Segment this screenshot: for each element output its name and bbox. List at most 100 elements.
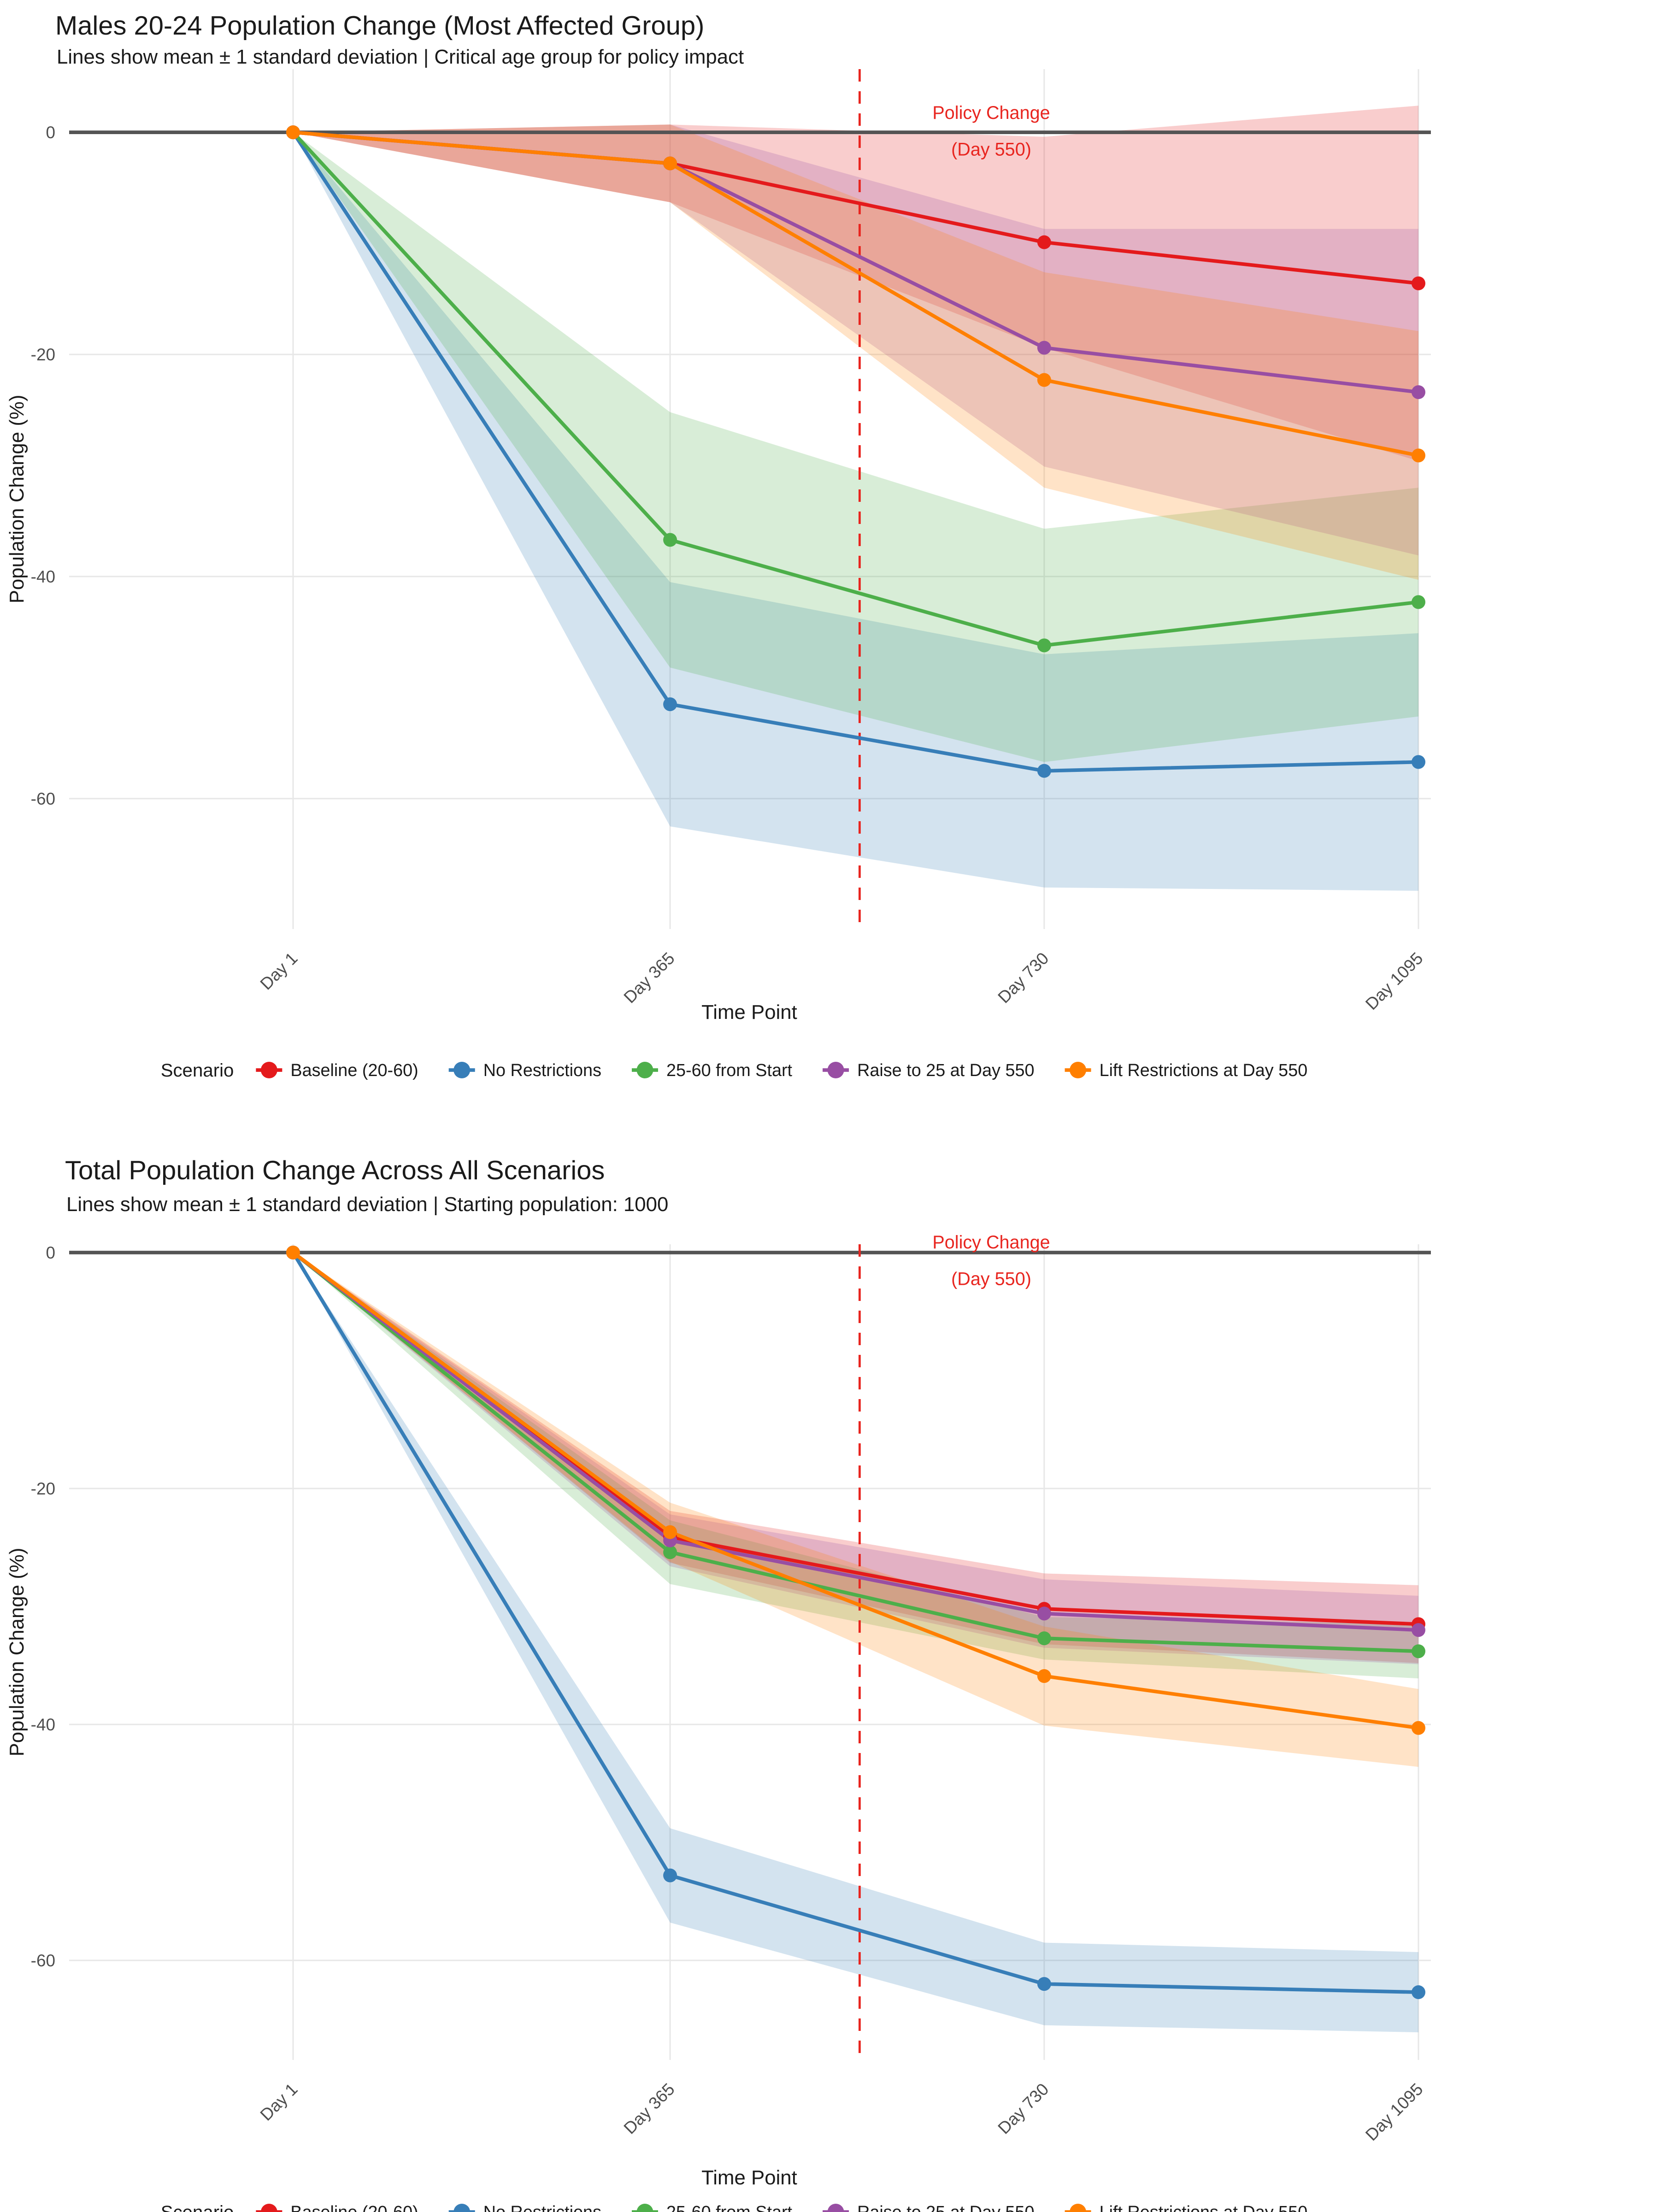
- legend-item-label: Baseline (20-60): [290, 2203, 418, 2212]
- ribbon-2: [293, 132, 1418, 762]
- legend-point-icon: [636, 1062, 653, 1078]
- y-tick-label: 0: [46, 1243, 55, 1262]
- series-line-1: [291, 130, 1420, 773]
- series-line-4: [291, 130, 1420, 458]
- legend-item-label: No Restrictions: [483, 2203, 601, 2212]
- data-point: [1037, 373, 1051, 387]
- y-axis-title: Population Change (%): [6, 1548, 28, 1757]
- ribbon-1: [293, 1253, 1418, 2033]
- chart-subtitle: Lines show mean ± 1 standard deviation |…: [66, 1193, 668, 1216]
- data-point: [1037, 1977, 1051, 1991]
- data-point: [1412, 448, 1425, 463]
- x-tick-label: Day 365: [620, 949, 678, 1007]
- legend-item-label: Baseline (20-60): [290, 1061, 418, 1080]
- y-tick-label: -40: [31, 567, 55, 586]
- data-point: [1037, 1669, 1051, 1683]
- ribbon-3: [293, 124, 1418, 556]
- x-tick-label: Day 1: [257, 2080, 301, 2124]
- data-point: [1037, 341, 1051, 355]
- series-line-1: [291, 1251, 1420, 1994]
- legend-item-label: Lift Restrictions at Day 550: [1100, 2203, 1308, 2212]
- x-tick-label: Day 730: [994, 949, 1052, 1007]
- ribbon-3: [293, 1253, 1418, 1665]
- ribbon-0: [293, 1253, 1418, 1663]
- data-point: [663, 1525, 677, 1539]
- data-point: [286, 1246, 300, 1259]
- data-point: [1412, 1985, 1425, 2000]
- legend-item: Baseline (20-60): [256, 2203, 418, 2212]
- policy-annotation-line-2: (Day 550): [951, 140, 1031, 160]
- legend-item: Lift Restrictions at Day 550: [1065, 1061, 1308, 1080]
- policy-annotation-line-1: Policy Change: [932, 103, 1050, 123]
- data-point: [1412, 755, 1425, 769]
- legend-point-icon: [636, 2204, 653, 2212]
- legend-item-label: 25-60 from Start: [666, 1061, 793, 1080]
- chart-males-20-24: Males 20-24 Population Change (Most Affe…: [6, 11, 1431, 1081]
- legend-point-icon: [453, 1062, 471, 1078]
- data-point: [1412, 1721, 1425, 1735]
- x-tick-label: Day 730: [994, 2080, 1052, 2138]
- series-line-2: [291, 1251, 1420, 1653]
- data-point: [663, 156, 677, 171]
- legend-point-icon: [827, 2204, 844, 2212]
- data-point: [663, 697, 677, 712]
- y-tick-label: -20: [31, 1479, 55, 1498]
- policy-annotation-line-1: Policy Change: [932, 1232, 1050, 1253]
- x-axis-title: Time Point: [701, 2166, 797, 2189]
- chart-subtitle: Lines show mean ± 1 standard deviation |…: [57, 46, 744, 68]
- legend-point-icon: [260, 1062, 277, 1078]
- series-line-3: [291, 1251, 1420, 1632]
- data-point: [1037, 235, 1051, 249]
- legend-point-icon: [453, 2204, 471, 2212]
- legend-item: Raise to 25 at Day 550: [823, 2203, 1035, 2212]
- legend: Scenario Baseline (20-60) No Restrictions 2…: [161, 2202, 1308, 2212]
- data-point: [663, 1545, 677, 1559]
- chart-title: Males 20-24 Population Change (Most Affe…: [55, 11, 704, 41]
- legend-item: Lift Restrictions at Day 550: [1065, 2203, 1308, 2212]
- policy-annotation-line-2: (Day 550): [951, 1269, 1031, 1289]
- legend-point-icon: [1070, 1062, 1087, 1078]
- x-axis-title: Time Point: [701, 1001, 797, 1024]
- y-tick-label: 0: [46, 123, 55, 142]
- legend-item: No Restrictions: [448, 2203, 601, 2212]
- y-tick-label: -60: [31, 789, 55, 808]
- y-axis-title: Population Change (%): [6, 395, 28, 604]
- legend-item-label: 25-60 from Start: [666, 2203, 793, 2212]
- data-point: [1037, 764, 1051, 778]
- legend-point-icon: [1070, 2204, 1087, 2212]
- chart-title: Total Population Change Across All Scena…: [65, 1156, 605, 1185]
- data-point: [1037, 1606, 1051, 1621]
- legend-title: Scenario: [161, 2202, 234, 2212]
- x-tick-label: Day 1095: [1362, 2080, 1427, 2145]
- ribbon-4: [293, 1253, 1418, 1767]
- legend-item-label: Raise to 25 at Day 550: [857, 1061, 1035, 1080]
- data-point: [1412, 276, 1425, 290]
- ribbon-1: [293, 132, 1418, 891]
- data-point: [1412, 595, 1425, 609]
- ribbon-0: [293, 106, 1418, 461]
- data-point: [1037, 1631, 1051, 1646]
- legend-item-label: Lift Restrictions at Day 550: [1100, 1061, 1308, 1080]
- legend-item: Baseline (20-60): [256, 1061, 418, 1080]
- data-point: [1412, 1623, 1425, 1637]
- legend-item-label: No Restrictions: [483, 1061, 601, 1080]
- data-point: [1412, 385, 1425, 400]
- plot-area: Policy Change (Day 550) 0 -20 -40 -60 Day 1 Day…: [31, 69, 1431, 1013]
- data-point: [1412, 1644, 1425, 1659]
- x-tick-label: Day 1: [257, 949, 301, 994]
- ribbon-4: [293, 124, 1418, 580]
- legend: Scenario Baseline (20-60) No Restrictions 2…: [161, 1060, 1308, 1081]
- data-point: [1037, 638, 1051, 653]
- y-tick-label: -20: [31, 345, 55, 364]
- y-tick-label: -40: [31, 1715, 55, 1734]
- data-point: [663, 533, 677, 547]
- legend-title: Scenario: [161, 1060, 234, 1081]
- legend-point-icon: [260, 2204, 277, 2212]
- legend-item-label: Raise to 25 at Day 550: [857, 2203, 1035, 2212]
- y-tick-label: -60: [31, 1951, 55, 1970]
- plot-area: Policy Change (Day 550) 0 -20 -40 -60 Day 1 Day…: [31, 1232, 1431, 2144]
- data-point: [286, 125, 300, 140]
- legend-item: 25-60 from Start: [631, 1061, 793, 1080]
- legend-item: 25-60 from Start: [631, 2203, 793, 2212]
